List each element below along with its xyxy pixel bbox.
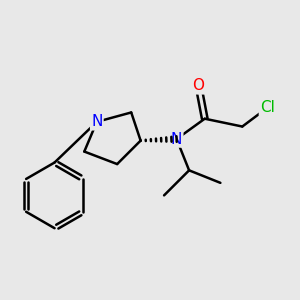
Text: N: N — [171, 131, 182, 146]
Text: N: N — [91, 114, 103, 129]
Text: O: O — [193, 78, 205, 93]
Text: Cl: Cl — [260, 100, 275, 115]
